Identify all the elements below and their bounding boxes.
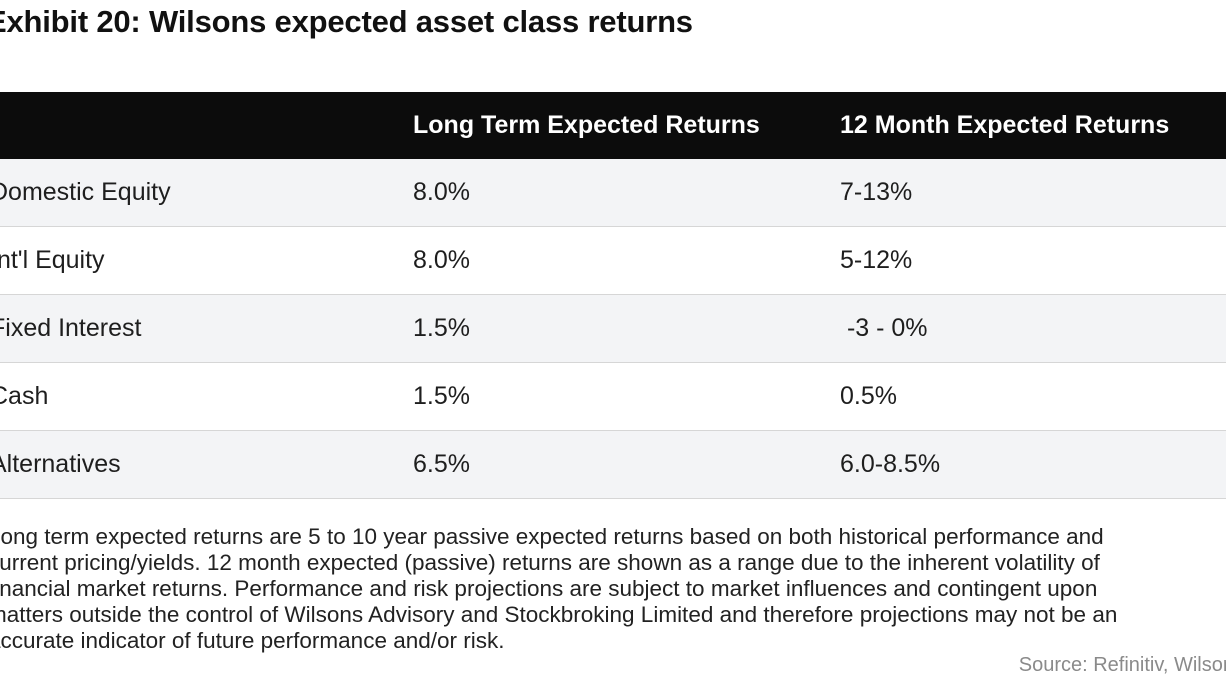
footnote-line: matters outside the control of Wilsons A… [0, 602, 1118, 627]
long-term-cell: 8.0% [413, 246, 470, 274]
asset-class-cell: Fixed Interest [0, 314, 142, 342]
exhibit-title: Exhibit 20: Wilsons expected asset class… [0, 4, 693, 39]
table-row: Int'l Equity 8.0% 5-12% [0, 227, 1226, 295]
footnote-line: accurate indicator of future performance… [0, 628, 505, 653]
table-row: Domestic Equity 8.0% 7-13% [0, 159, 1226, 227]
twelve-month-cell: 5-12% [840, 246, 913, 274]
twelve-month-cell: -3 - 0% [840, 314, 928, 342]
asset-class-cell: Alternatives [0, 450, 121, 478]
table-header-row: Long Term Expected Returns 12 Month Expe… [0, 92, 1226, 159]
long-term-cell: 1.5% [413, 382, 470, 410]
table-row: Alternatives 6.5% 6.0-8.5% [0, 431, 1226, 499]
asset-class-cell: Domestic Equity [0, 178, 171, 206]
footnote: Long term expected returns are 5 to 10 y… [0, 524, 1226, 654]
table-row: Fixed Interest 1.5% -3 - 0% [0, 295, 1226, 363]
twelve-month-cell: 7-13% [840, 178, 913, 206]
footnote-line: financial market returns. Performance an… [0, 576, 1098, 601]
twelve-month-cell: 6.0-8.5% [840, 450, 941, 478]
table-row: Cash 1.5% 0.5% [0, 363, 1226, 431]
footnote-line: current pricing/yields. 12 month expecte… [0, 550, 1100, 575]
source-credit: Source: Refinitiv, Wilsons [1018, 654, 1226, 676]
long-term-cell: 6.5% [413, 450, 470, 478]
twelve-month-cell: 0.5% [840, 382, 897, 410]
asset-class-cell: Cash [0, 382, 49, 410]
long-term-cell: 8.0% [413, 178, 470, 206]
footnote-line: Long term expected returns are 5 to 10 y… [0, 524, 1104, 549]
header-12-month: 12 Month Expected Returns [840, 111, 1170, 139]
returns-table: Long Term Expected Returns 12 Month Expe… [0, 92, 1226, 499]
header-long-term: Long Term Expected Returns [413, 111, 760, 139]
long-term-cell: 1.5% [413, 314, 470, 342]
asset-class-cell: Int'l Equity [0, 246, 105, 274]
